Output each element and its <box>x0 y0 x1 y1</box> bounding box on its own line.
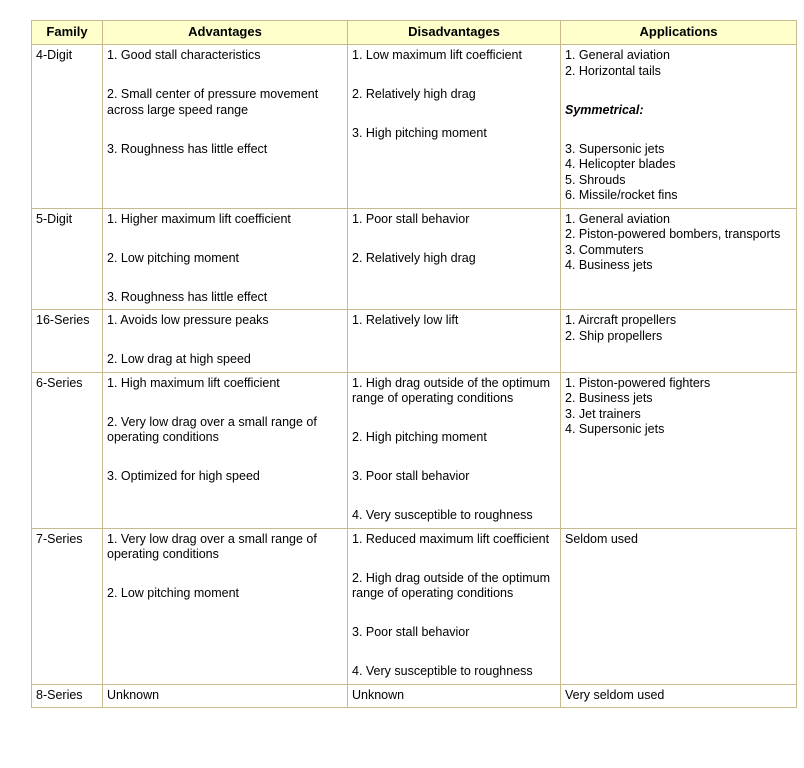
applications-cell: Very seldom used <box>560 683 797 708</box>
family-cell: 6-Series <box>31 371 103 529</box>
table-row: 7-Series 1. Very low drag over a small ra… <box>31 527 797 685</box>
disadvantage-item: 1. Relatively low lift <box>352 313 459 327</box>
disadvantage-item: 3. Poor stall behavior <box>352 625 470 639</box>
table-row: 4-Digit 1. Good stall characteristics 2. S… <box>31 44 797 209</box>
advantage-item: 2. Low pitching moment <box>107 250 240 265</box>
disadvantages-cell: 1. High drag outside of the optimum rang… <box>347 371 561 529</box>
application-item: 1. Aircraft propellers 2. Ship propeller… <box>565 313 677 343</box>
advantage-item: 2. Low drag at high speed <box>107 352 251 366</box>
application-item: 1. General aviation 2. Horizontal tails <box>565 48 670 78</box>
advantages-cell: 1. Very low drag over a small range of o… <box>102 527 348 685</box>
disadvantage-item: 3. High pitching moment <box>352 126 487 140</box>
family-cell: 5-Digit <box>31 207 103 310</box>
advantage-item: 1. High maximum lift coefficient <box>107 375 280 390</box>
table-row: 8-Series Unknown Unknown Very seldom used <box>31 683 797 708</box>
family-cell: 8-Series <box>31 683 103 708</box>
family-cell: 16-Series <box>31 309 103 373</box>
table-row: 5-Digit 1. Higher maximum lift coefficien… <box>31 207 797 310</box>
advantages-cell: 1. Higher maximum lift coefficient 2. Low… <box>102 207 348 310</box>
disadvantage-item: 1. Low maximum lift coefficient <box>352 48 522 62</box>
applications-cell: 1. Aircraft propellers 2. Ship propeller… <box>560 309 797 373</box>
disadvantage-item: 1. Poor stall behavior <box>352 211 470 226</box>
disadvantages-cell: 1. Relatively low lift <box>347 309 561 373</box>
disadvantage-item: 4. Very susceptible to roughness <box>352 508 533 522</box>
header-row: Family Advantages Disadvantages Applicat… <box>31 20 797 45</box>
advantage-item: 2. Low pitching moment <box>107 586 240 600</box>
family-cell: 7-Series <box>31 527 103 685</box>
disadvantage-item: 2. Relatively high drag <box>352 87 476 101</box>
advantages-cell: 1. High maximum lift coefficient 2. Very … <box>102 371 348 529</box>
disadvantage-item: 3. Poor stall behavior <box>352 469 470 483</box>
table-row: 6-Series 1. High maximum lift coefficient… <box>31 371 797 529</box>
table-row: 16-Series 1. Avoids low pressure peaks 2. … <box>31 309 797 373</box>
advantage-item: 1. Very low drag over a small range of o… <box>107 531 317 562</box>
header-advantages: Advantages <box>102 20 348 45</box>
header-family: Family <box>31 20 103 45</box>
application-item: Very seldom used <box>565 687 665 702</box>
applications-cell: 1. Piston-powered fighters 2. Business j… <box>560 371 797 529</box>
disadvantage-item: 2. High pitching moment <box>352 430 487 444</box>
advantage-item: 3. Roughness has little effect <box>107 289 268 304</box>
disadvantages-cell: Unknown <box>347 683 561 708</box>
disadvantage-item: 2. High drag outside of the optimum rang… <box>352 570 551 601</box>
advantage-item: 2. Very low drag over a small range of o… <box>107 414 317 445</box>
advantage-item: 3. Roughness has little effect <box>107 141 268 156</box>
advantage-item: 3. Optimized for high speed <box>107 469 260 483</box>
advantage-item: 1. Higher maximum lift coefficient <box>107 211 291 226</box>
disadvantage-item: 2. Relatively high drag <box>352 250 476 265</box>
applications-cell: Seldom used <box>560 527 797 685</box>
header-disadvantages: Disadvantages <box>347 20 561 45</box>
airfoil-families-table: Family Advantages Disadvantages Applicat… <box>31 20 797 708</box>
applications-cell: 1. General aviation 2. Piston-powered bo… <box>560 207 797 310</box>
disadvantages-cell: 1. Reduced maximum lift coefficient 2. Hi… <box>347 527 561 685</box>
disadvantage-item: Unknown <box>352 687 405 702</box>
advantages-cell: 1. Good stall characteristics 2. Small ce… <box>102 44 348 209</box>
application-item: 1. General aviation 2. Piston-powered bo… <box>565 211 781 273</box>
applications-cell: 1. General aviation 2. Horizontal tails S… <box>560 44 797 209</box>
application-item: Symmetrical: <box>565 102 644 117</box>
disadvantages-cell: 1. Poor stall behavior 2. Relatively high… <box>347 207 561 310</box>
disadvantage-item: 1. Reduced maximum lift coefficient <box>352 531 550 546</box>
advantage-item: 2. Small center of pressure movement acr… <box>107 87 319 117</box>
header-applications: Applications <box>560 20 797 45</box>
advantage-item: 1. Good stall characteristics <box>107 48 261 62</box>
disadvantage-item: 4. Very susceptible to roughness <box>352 664 533 678</box>
advantages-cell: 1. Avoids low pressure peaks 2. Low drag … <box>102 309 348 373</box>
disadvantages-cell: 1. Low maximum lift coefficient 2. Relati… <box>347 44 561 209</box>
application-item: 1. Piston-powered fighters 2. Business j… <box>565 375 711 437</box>
family-cell: 4-Digit <box>31 44 103 209</box>
disadvantage-item: 1. High drag outside of the optimum rang… <box>352 375 551 406</box>
advantage-item: 1. Avoids low pressure peaks <box>107 313 269 327</box>
application-item: 3. Supersonic jets 4. Helicopter blades … <box>565 141 678 203</box>
application-item: Seldom used <box>565 531 638 546</box>
advantages-cell: Unknown <box>102 683 348 708</box>
advantage-item: Unknown <box>107 687 160 702</box>
